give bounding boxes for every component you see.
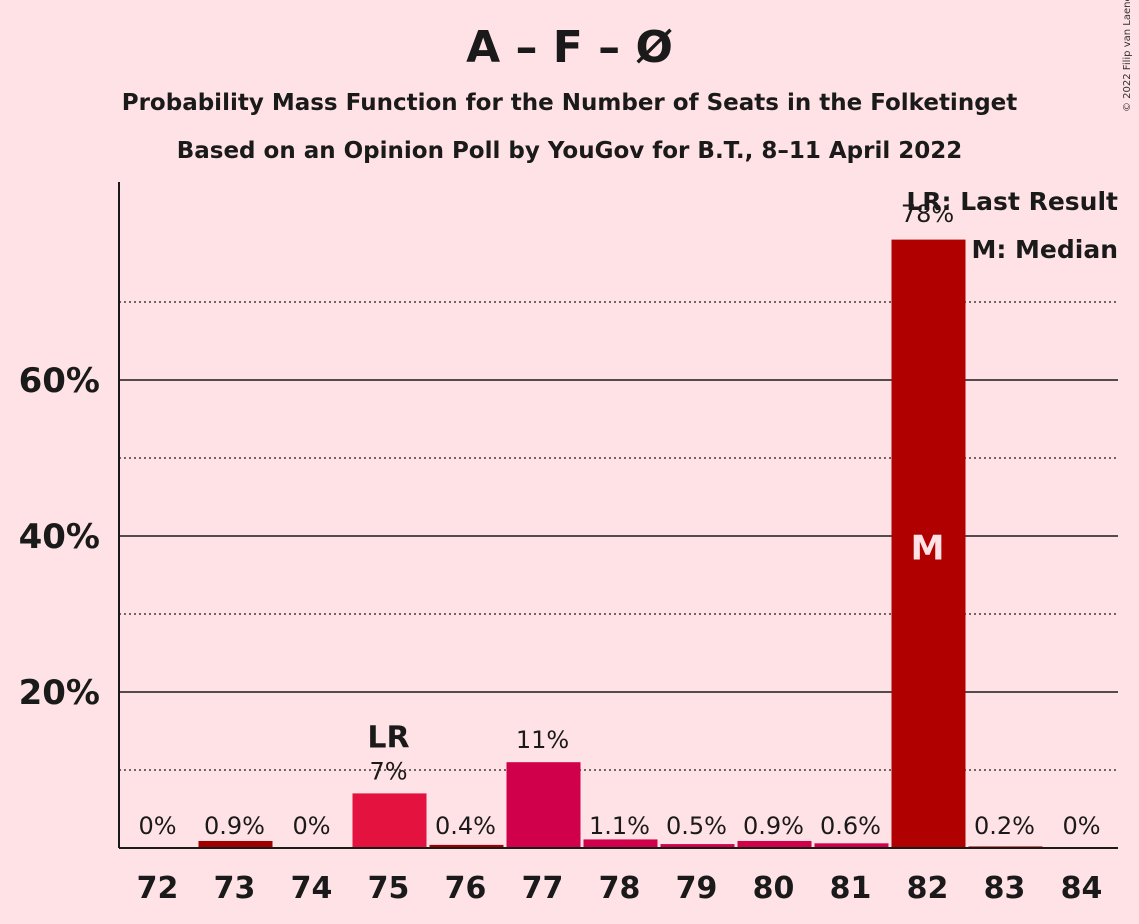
x-tick-label: 81: [830, 871, 872, 906]
bar-75: [352, 793, 427, 848]
x-tick-label: 83: [984, 871, 1026, 906]
data-label: 0%: [138, 812, 176, 840]
bar-78: [583, 839, 658, 848]
x-tick-label: 77: [522, 871, 564, 906]
x-tick-label: 76: [445, 871, 487, 906]
bar-76: [429, 844, 504, 848]
x-tick-label: 84: [1061, 871, 1103, 906]
last-result-marker: LR: [367, 720, 409, 755]
data-label: 0.9%: [743, 812, 804, 840]
data-label: 1.1%: [589, 812, 650, 840]
x-tick-label: 82: [907, 871, 949, 906]
y-tick-label: 40%: [19, 517, 100, 557]
labels: 20% 40% 60% 72 0% 73 0.9% 74 0% 75 7%LR 76 0.4% 77 11%…: [19, 200, 1103, 906]
axes: [118, 182, 1118, 849]
y-tick-label: 20%: [19, 673, 100, 713]
x-tick-label: 72: [137, 871, 179, 906]
chart-subtitle: Probability Mass Function for the Number…: [121, 90, 1018, 116]
bar-81: [814, 843, 889, 848]
bar-73: [198, 840, 273, 848]
bar-79: [660, 844, 735, 848]
data-label: 0%: [1062, 812, 1100, 840]
x-tick-label: 73: [214, 871, 256, 906]
bar-80: [737, 840, 812, 848]
data-label: 11%: [516, 726, 569, 754]
x-tick-label: 78: [599, 871, 641, 906]
legend-median: M: Median: [971, 235, 1118, 264]
median-marker: M: [911, 528, 945, 568]
data-label: 7%: [369, 757, 407, 785]
data-label: 0.4%: [435, 812, 496, 840]
data-label: 78%: [901, 200, 954, 228]
chart-subtitle-poll: Based on an Opinion Poll by YouGov for B…: [176, 138, 963, 164]
data-label: 0.5%: [666, 812, 727, 840]
data-label: 0.2%: [974, 812, 1035, 840]
bars: [198, 239, 1043, 849]
data-label: 0.9%: [204, 812, 265, 840]
legend: LR: Last Result M: Median: [906, 187, 1118, 264]
data-label: 0.6%: [820, 812, 881, 840]
x-tick-label: 79: [676, 871, 718, 906]
x-tick-label: 75: [368, 871, 410, 906]
bar-77: [506, 762, 581, 848]
bar-82: [891, 239, 966, 849]
data-label: 0%: [292, 812, 330, 840]
chart-title: A – F – Ø: [466, 22, 673, 73]
gridlines: [119, 301, 1118, 771]
legend-last-result: LR: Last Result: [906, 187, 1118, 216]
x-tick-label: 80: [753, 871, 795, 906]
y-tick-label: 60%: [19, 361, 100, 401]
x-tick-label: 74: [291, 871, 333, 906]
